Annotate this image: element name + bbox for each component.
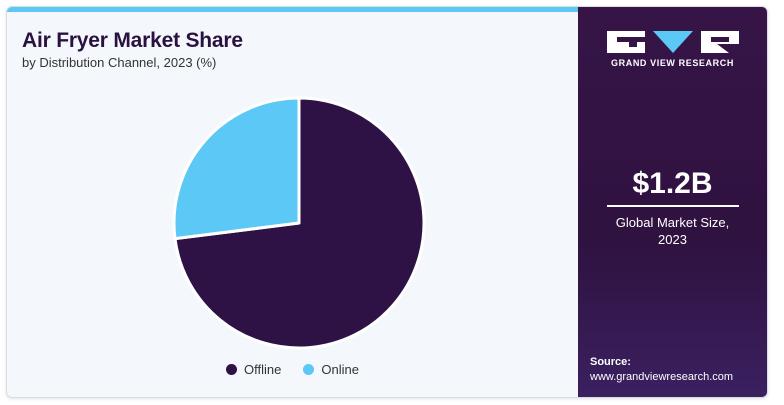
gvr-logo-icon	[606, 31, 739, 53]
brand-name: GRAND VIEW RESEARCH	[611, 58, 734, 68]
pie-slice-online	[172, 96, 301, 241]
chart-legend: Offline Online	[7, 362, 578, 377]
legend-item-online: Online	[303, 362, 359, 377]
legend-swatch-offline	[226, 364, 238, 375]
legend-swatch-online	[303, 364, 315, 375]
market-size-label: Global Market Size, 2023	[578, 214, 767, 248]
market-size-value: $1.2B	[632, 167, 713, 200]
source-note: Source: www.grandviewresearch.com	[590, 355, 733, 385]
legend-item-offline: Offline	[226, 362, 281, 377]
chart-subtitle: by Distribution Channel, 2023 (%)	[22, 55, 217, 70]
legend-label-offline: Offline	[244, 362, 282, 377]
legend-label-online: Online	[321, 362, 359, 377]
brand-logo: GRAND VIEW RESEARCH	[578, 31, 767, 68]
infographic-card: Air Fryer Market Share by Distribution C…	[6, 6, 768, 398]
source-url[interactable]: www.grandviewresearch.com	[590, 371, 734, 383]
kpi-divider	[607, 205, 739, 207]
accent-top-bar	[7, 7, 578, 12]
chart-panel: Air Fryer Market Share by Distribution C…	[7, 7, 578, 397]
info-sidebar: GRAND VIEW RESEARCH $1.2B Global Market …	[578, 7, 767, 397]
market-size-label-line2: 2023	[658, 232, 687, 247]
market-size-label-line1: Global Market Size,	[615, 215, 730, 230]
chart-title: Air Fryer Market Share	[22, 29, 243, 52]
pie-chart	[172, 96, 426, 350]
source-label: Source:	[590, 356, 631, 368]
